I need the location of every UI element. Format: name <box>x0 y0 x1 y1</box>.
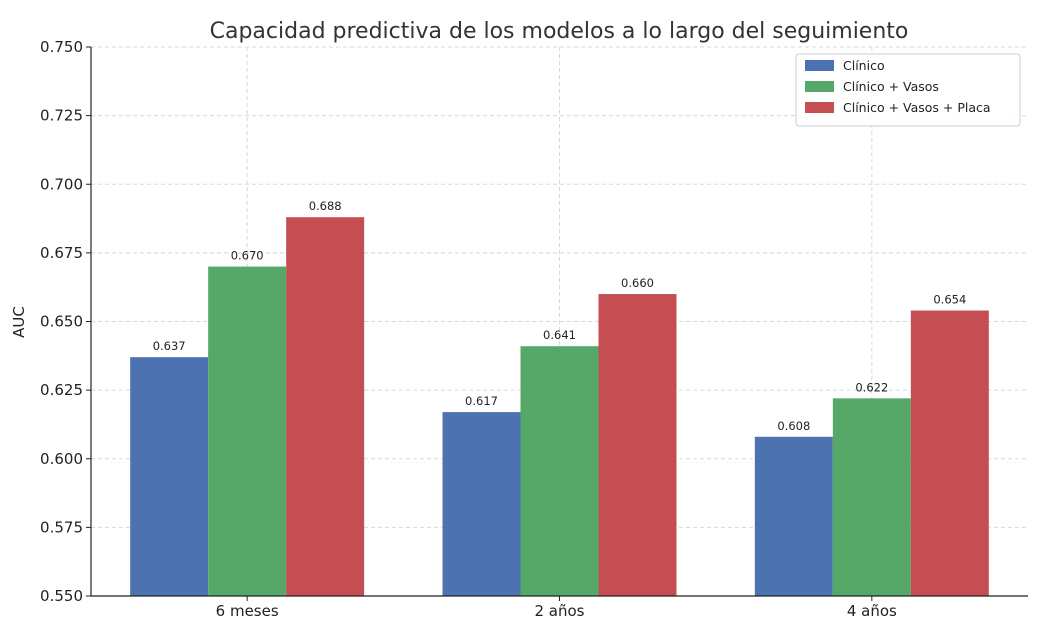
bar-value-label: 0.617 <box>465 394 498 408</box>
legend-label: Clínico + Vasos + Placa <box>843 100 991 115</box>
y-tick-label: 0.750 <box>40 38 83 56</box>
legend-label: Clínico <box>843 58 885 73</box>
x-tick-label: 6 meses <box>216 602 279 620</box>
y-tick-label: 0.600 <box>40 450 83 468</box>
bar-value-label: 0.641 <box>543 328 576 342</box>
y-tick-label: 0.625 <box>40 381 83 399</box>
legend-swatch <box>805 81 834 92</box>
bar-value-label: 0.670 <box>231 249 264 263</box>
y-tick-label: 0.675 <box>40 244 83 262</box>
y-tick-label: 0.725 <box>40 107 83 125</box>
chart-title: Capacidad predictiva de los modelos a lo… <box>210 19 909 44</box>
bar <box>520 346 599 596</box>
legend-swatch <box>805 102 834 113</box>
bar-value-label: 0.622 <box>855 380 888 394</box>
legend-frame <box>795 53 1021 127</box>
legend: Clínico Clínico + Vasos Clínico + Vasos + … <box>795 53 1021 127</box>
tick-labels: 0.550 0.575 0.600 0.625 0.650 0.675 0.700 0.725… <box>40 38 897 620</box>
bar-value-label: 0.688 <box>309 199 342 213</box>
y-tick-label: 0.650 <box>40 313 83 331</box>
bar <box>130 357 209 596</box>
bar-value-label: 0.660 <box>621 276 654 290</box>
y-tick-label: 0.550 <box>40 587 83 605</box>
x-tick-label: 2 años <box>534 602 584 620</box>
bar-value-label: 0.608 <box>777 419 810 433</box>
data-labels: 0.637 0.617 0.608 0.670 0.641 0.622 0.688 0.660… <box>153 199 967 433</box>
bar <box>208 266 287 596</box>
bar <box>598 294 677 596</box>
bar <box>832 398 911 596</box>
legend-items: Clínico Clínico + Vasos Clínico + Vasos + … <box>805 58 991 115</box>
bar-value-label: 0.637 <box>153 339 186 353</box>
bar-value-label: 0.654 <box>933 293 966 307</box>
bars <box>130 217 989 596</box>
y-axis-label: AUC <box>10 306 28 338</box>
x-tick-label: 4 años <box>847 602 897 620</box>
axes <box>86 46 1028 601</box>
bar <box>442 412 521 596</box>
bar <box>286 217 365 596</box>
y-tick-label: 0.575 <box>40 518 83 536</box>
legend-swatch <box>805 60 834 71</box>
legend-label: Clínico + Vasos <box>843 79 939 94</box>
bar <box>754 436 833 596</box>
y-tick-label: 0.700 <box>40 175 83 193</box>
bar <box>910 310 989 596</box>
